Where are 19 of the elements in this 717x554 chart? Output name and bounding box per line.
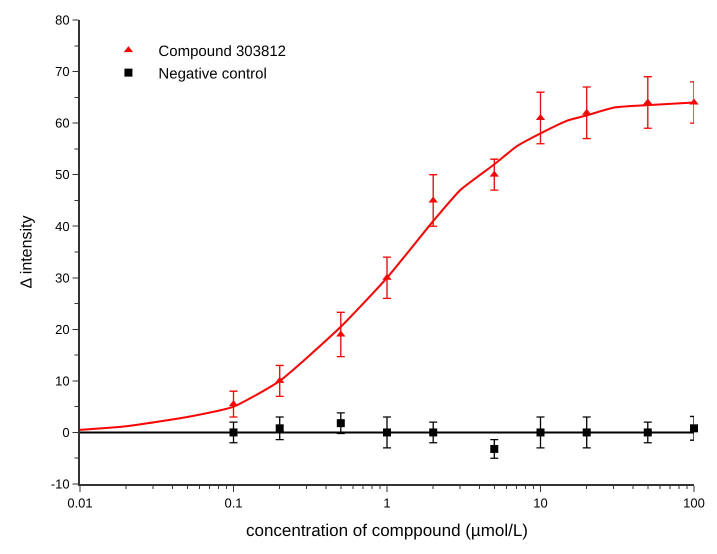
legend-label: Negative control [158, 66, 267, 83]
y-tick-label: 80 [55, 12, 70, 28]
x-tick-label: 0.1 [224, 495, 243, 510]
y-tick-label: -10 [50, 476, 70, 492]
x-tick-label: 10 [533, 495, 548, 510]
y-tick-label: 0 [62, 424, 70, 440]
x-tick-label: 0.01 [67, 495, 93, 510]
y-tick-label: 30 [55, 270, 70, 286]
y-tick-label: 50 [55, 167, 70, 182]
x-tick-label: 1 [383, 495, 391, 510]
y-tick-label: 10 [55, 373, 70, 388]
x-axis-title: concentration of comppound (µmol/L) [246, 521, 528, 540]
y-tick-label: 70 [55, 64, 70, 80]
y-tick-label: 60 [55, 116, 70, 131]
y-tick-label: 40 [55, 218, 70, 234]
y-axis-title: Δ intensity [18, 216, 36, 288]
x-tick-label: 100 [683, 495, 705, 510]
legend-label: Compound 303812 [158, 43, 286, 60]
y-tick-label: 20 [55, 322, 70, 337]
